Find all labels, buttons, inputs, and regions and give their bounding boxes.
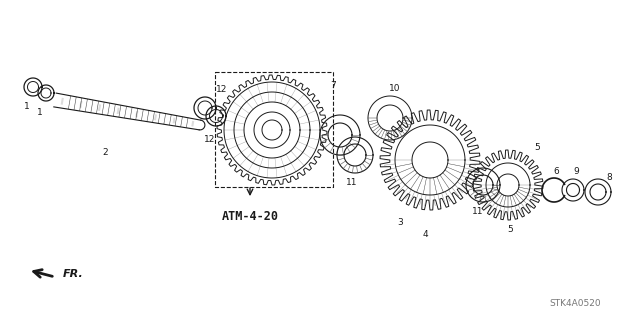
Text: 8: 8 <box>606 173 612 182</box>
Text: 12: 12 <box>216 85 228 94</box>
Text: 1: 1 <box>37 108 43 117</box>
Text: 3: 3 <box>397 218 403 227</box>
Text: 7: 7 <box>330 81 336 90</box>
Text: 1: 1 <box>24 102 30 111</box>
Bar <box>215 72 333 187</box>
Text: 5: 5 <box>534 143 540 152</box>
Text: 6: 6 <box>553 167 559 176</box>
Text: FR.: FR. <box>63 269 84 279</box>
Text: 12: 12 <box>204 135 216 144</box>
Text: 4: 4 <box>422 230 428 239</box>
Text: 2: 2 <box>102 148 108 157</box>
Text: 9: 9 <box>573 167 579 176</box>
Text: ATM-4-20: ATM-4-20 <box>221 210 278 223</box>
Text: 5: 5 <box>507 225 513 234</box>
Text: 11: 11 <box>472 207 484 216</box>
Text: 10: 10 <box>389 84 401 93</box>
Text: 11: 11 <box>346 178 358 187</box>
Text: STK4A0520: STK4A0520 <box>549 299 601 308</box>
